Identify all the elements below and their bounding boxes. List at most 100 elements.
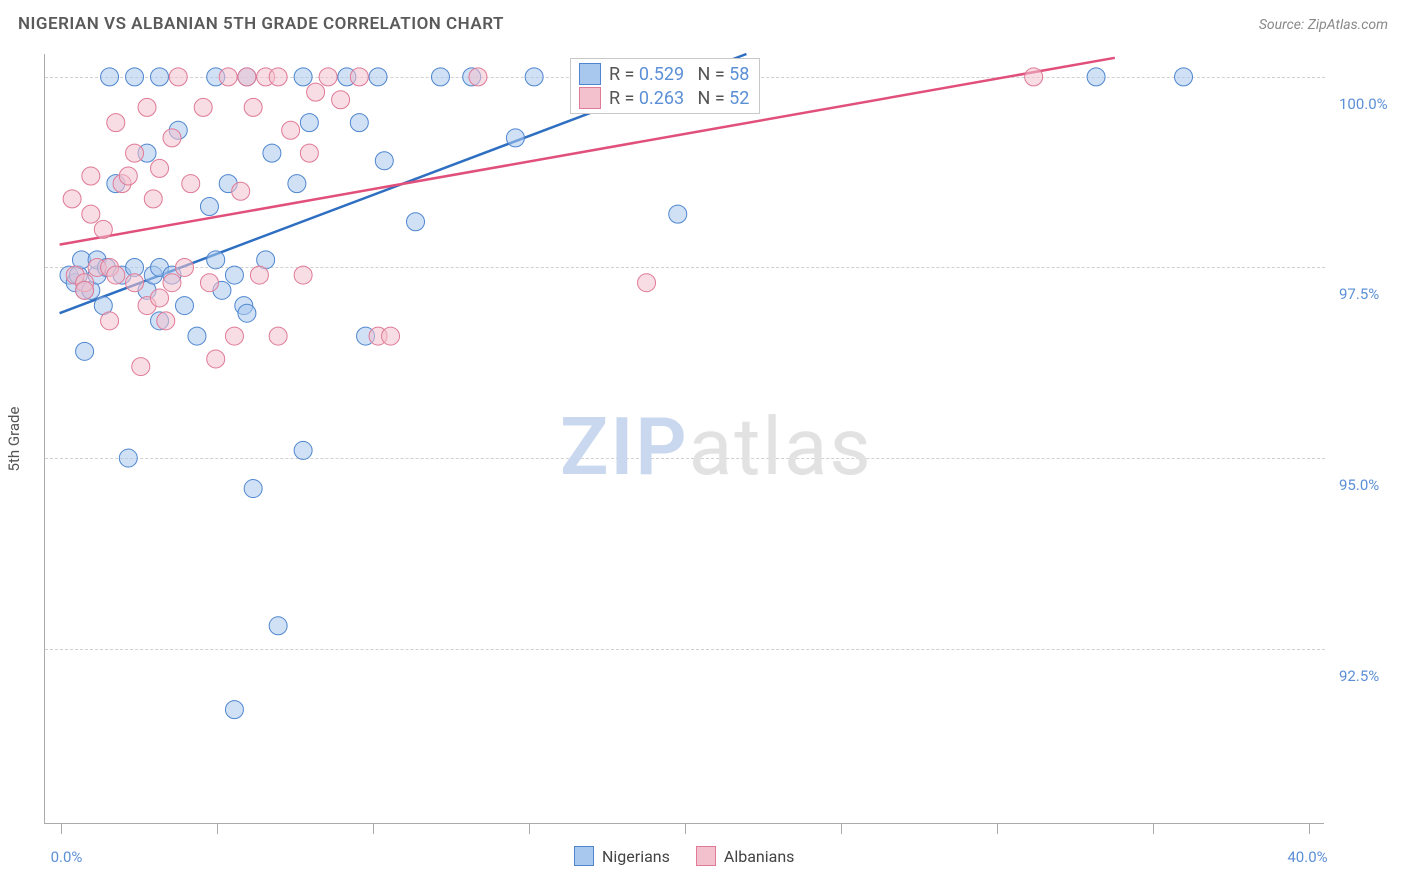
data-point: [669, 205, 687, 223]
data-point: [294, 68, 312, 86]
correlation-legend-row: R = 0.263 N = 52: [579, 87, 749, 109]
data-point: [350, 114, 368, 132]
x-tick-label: 40.0%: [1287, 848, 1327, 866]
legend-swatch: [579, 63, 601, 85]
data-point: [126, 274, 144, 292]
data-point: [382, 327, 400, 345]
data-point: [300, 114, 318, 132]
data-point: [1087, 68, 1105, 86]
data-point: [407, 213, 425, 231]
data-point: [319, 68, 337, 86]
data-point: [126, 68, 144, 86]
x-tick-mark: [1309, 824, 1310, 834]
series-legend-label: Nigerians: [602, 847, 670, 866]
data-point: [250, 266, 268, 284]
series-legend-item: Nigerians: [574, 846, 670, 866]
data-point: [1175, 68, 1193, 86]
data-point: [200, 274, 218, 292]
y-tick-label: 97.5%: [1339, 285, 1379, 303]
data-point: [163, 129, 181, 147]
y-tick-label: 95.0%: [1339, 476, 1379, 494]
chart-source: Source: ZipAtlas.com: [1259, 17, 1388, 33]
data-point: [126, 144, 144, 162]
data-point: [119, 449, 137, 467]
legend-swatch: [579, 87, 601, 109]
data-point: [151, 68, 169, 86]
data-point: [175, 258, 193, 276]
data-point: [332, 91, 350, 109]
data-point: [294, 266, 312, 284]
data-point: [163, 274, 181, 292]
data-point: [238, 304, 256, 322]
x-tick-mark: [1153, 824, 1154, 834]
legend-swatch: [574, 846, 594, 866]
y-tick-label: 100.0%: [1339, 95, 1388, 113]
data-point: [269, 327, 287, 345]
data-point: [244, 98, 262, 116]
data-point: [469, 68, 487, 86]
legend-swatch: [696, 846, 716, 866]
series-legend: Nigerians Albanians: [574, 846, 794, 866]
correlation-legend: R = 0.529 N = 58R = 0.263 N = 52: [570, 58, 760, 114]
x-tick-mark: [685, 824, 686, 834]
data-point: [638, 274, 656, 292]
data-point: [76, 281, 94, 299]
y-axis-label: 5th Grade: [5, 407, 23, 472]
data-point: [219, 68, 237, 86]
data-point: [175, 297, 193, 315]
data-point: [232, 182, 250, 200]
data-point: [1025, 68, 1043, 86]
data-point: [238, 68, 256, 86]
data-point: [76, 342, 94, 360]
data-point: [101, 68, 119, 86]
series-legend-item: Albanians: [696, 846, 795, 866]
data-point: [244, 480, 262, 498]
x-tick-mark: [373, 824, 374, 834]
data-point: [63, 190, 81, 208]
data-point: [151, 159, 169, 177]
data-point: [307, 83, 325, 101]
data-point: [107, 114, 125, 132]
data-point: [82, 205, 100, 223]
data-point: [225, 701, 243, 719]
data-point: [294, 441, 312, 459]
data-point: [207, 251, 225, 269]
data-point: [282, 121, 300, 139]
data-point: [182, 175, 200, 193]
data-point: [375, 152, 393, 170]
data-point: [525, 68, 543, 86]
data-point: [225, 266, 243, 284]
data-point: [200, 197, 218, 215]
x-tick-mark: [217, 824, 218, 834]
data-point: [101, 312, 119, 330]
data-point: [151, 289, 169, 307]
data-point: [263, 144, 281, 162]
x-tick-label: 0.0%: [51, 848, 83, 866]
data-point: [169, 68, 187, 86]
data-point: [194, 98, 212, 116]
data-point: [82, 167, 100, 185]
chart-header: NIGERIAN VS ALBANIAN 5TH GRADE CORRELATI…: [0, 0, 1406, 42]
correlation-legend-row: R = 0.529 N = 58: [579, 63, 749, 85]
data-point: [269, 68, 287, 86]
data-point: [188, 327, 206, 345]
data-point: [300, 144, 318, 162]
x-tick-mark: [997, 824, 998, 834]
series-legend-label: Albanians: [724, 847, 795, 866]
x-tick-mark: [529, 824, 530, 834]
data-point: [132, 358, 150, 376]
data-point: [288, 175, 306, 193]
data-point: [506, 129, 524, 147]
data-point: [94, 220, 112, 238]
data-point: [225, 327, 243, 345]
data-point: [269, 617, 287, 635]
x-tick-mark: [841, 824, 842, 834]
data-point: [138, 98, 156, 116]
data-point: [350, 68, 368, 86]
data-point: [369, 68, 387, 86]
data-point: [431, 68, 449, 86]
y-tick-label: 92.5%: [1339, 667, 1379, 685]
data-point: [207, 350, 225, 368]
data-point: [144, 190, 162, 208]
chart-title: NIGERIAN VS ALBANIAN 5TH GRADE CORRELATI…: [18, 14, 504, 34]
